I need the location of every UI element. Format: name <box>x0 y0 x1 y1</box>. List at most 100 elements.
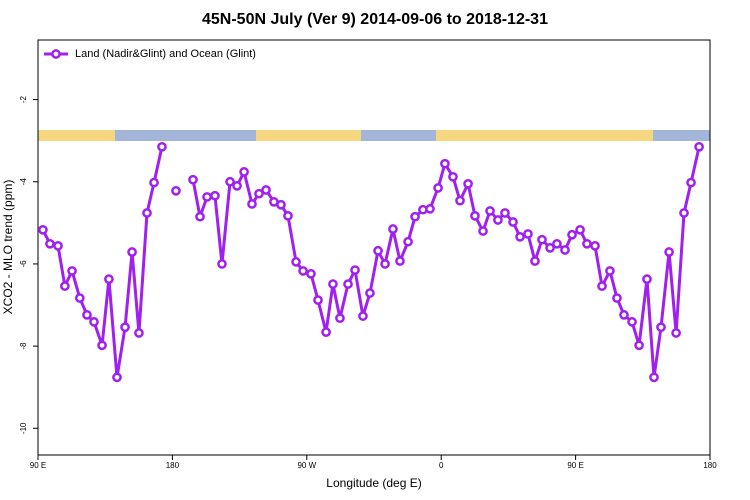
point <box>291 257 301 267</box>
point <box>210 190 220 201</box>
point <box>433 183 443 193</box>
x-tick-label: 90 E <box>30 461 46 470</box>
y-tick-label: -2 <box>19 95 28 103</box>
point <box>523 229 533 239</box>
point <box>530 256 540 266</box>
point <box>350 265 360 275</box>
point <box>97 340 107 351</box>
point <box>440 158 450 169</box>
y-tick-label: -4 <box>19 178 28 186</box>
point <box>134 328 144 338</box>
y-axis-label: XCO2 - MLO trend (ppm) <box>1 180 15 315</box>
y-tick-label: -10 <box>19 422 28 434</box>
point <box>552 238 562 249</box>
chart-title: 45N-50N July (Ver 9) 2014-09-06 to 2018-… <box>202 11 548 28</box>
plot-frame <box>37 39 711 456</box>
point <box>380 259 390 269</box>
point <box>225 176 235 187</box>
x-tick-label: 90 W <box>297 461 316 470</box>
point <box>388 224 398 234</box>
point <box>276 199 286 210</box>
point <box>455 195 465 206</box>
x-tick-label: 180 <box>703 461 717 470</box>
point <box>171 185 181 196</box>
point <box>195 211 205 222</box>
x-tick-label: 0 <box>439 461 444 470</box>
point <box>649 372 659 383</box>
point <box>120 322 130 333</box>
point <box>590 241 600 251</box>
point <box>478 226 488 236</box>
point <box>545 243 555 253</box>
point <box>627 317 637 327</box>
point <box>679 208 689 218</box>
point <box>38 224 48 235</box>
point <box>82 310 92 320</box>
point <box>142 208 152 218</box>
x-tick-label: 90 E <box>567 461 583 470</box>
point <box>254 188 264 199</box>
point <box>567 229 577 240</box>
point <box>656 322 666 333</box>
point <box>410 211 420 222</box>
series-line <box>41 146 701 379</box>
point <box>485 206 495 216</box>
point <box>664 247 674 257</box>
point <box>634 340 644 351</box>
point <box>448 171 458 182</box>
point <box>373 245 383 256</box>
point <box>283 211 293 221</box>
point <box>463 178 473 189</box>
y-tick-label: -8 <box>19 342 28 350</box>
point <box>149 177 159 188</box>
point <box>582 238 592 249</box>
point <box>89 317 99 327</box>
point <box>343 279 353 289</box>
point <box>403 236 413 247</box>
point <box>642 274 652 284</box>
point <box>335 313 345 324</box>
point <box>45 238 55 249</box>
point <box>247 199 257 209</box>
x-tick-label: 180 <box>166 461 180 470</box>
point <box>597 281 607 291</box>
point <box>60 281 70 291</box>
point <box>671 328 681 338</box>
point <box>112 372 122 383</box>
point <box>239 167 249 177</box>
point <box>127 247 137 257</box>
point <box>261 185 271 195</box>
point <box>560 245 570 255</box>
point <box>537 234 547 245</box>
point <box>104 274 114 284</box>
point <box>425 204 435 214</box>
point <box>157 141 167 152</box>
point <box>202 192 212 202</box>
point <box>306 268 316 279</box>
point <box>575 224 585 235</box>
point <box>619 310 629 320</box>
point <box>395 256 405 266</box>
point <box>515 231 525 242</box>
legend-marker <box>51 49 61 59</box>
point <box>686 177 696 188</box>
x-axis-label: Longitude (deg E) <box>326 476 421 490</box>
point <box>188 174 198 185</box>
point <box>508 217 518 227</box>
point <box>365 288 375 298</box>
legend-label: Land (Nadir&Glint) and Ocean (Glint) <box>75 48 256 60</box>
point <box>694 141 704 152</box>
point <box>217 259 227 269</box>
point <box>500 208 510 218</box>
point <box>74 293 85 303</box>
point <box>321 327 331 337</box>
point <box>612 293 622 303</box>
point <box>298 266 308 276</box>
point <box>358 311 368 321</box>
point <box>328 279 338 289</box>
point <box>232 181 242 191</box>
point <box>605 266 615 276</box>
y-tick-label: -6 <box>19 260 28 268</box>
point <box>493 215 503 225</box>
